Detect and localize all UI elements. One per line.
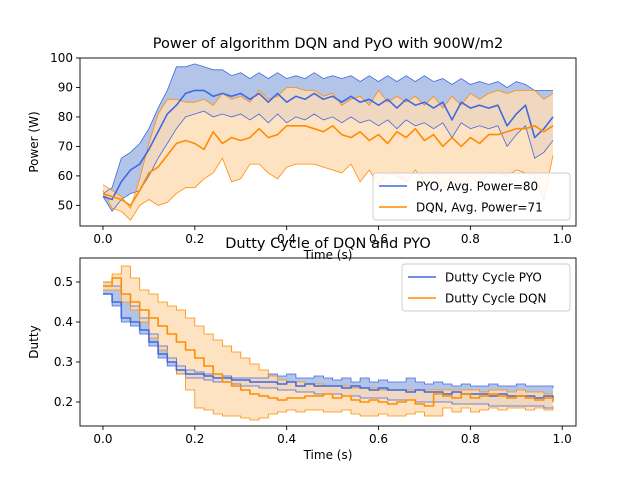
confidence-band-2 xyxy=(103,87,553,221)
band-upper-edge-1 xyxy=(102,63,553,194)
y-tick-label: 0.5 xyxy=(54,275,73,289)
chart-panel-1: 0.0 0.2 0.4 0.6 0.8 1.0 50 60 70 80 90 100 Time (s) P… xyxy=(27,36,577,262)
confidence-band-1 xyxy=(103,63,553,212)
series-line-2 xyxy=(103,277,554,407)
y-tick-label: 0.4 xyxy=(54,315,73,329)
x-tick-label: 1.0 xyxy=(553,432,572,446)
x-tick-label: 0.0 xyxy=(93,432,112,446)
y-tick-label: 70 xyxy=(58,139,73,153)
series-line-1 xyxy=(103,293,554,399)
x-tick-label: 0.4 xyxy=(277,432,296,446)
y-tick-label: 0.2 xyxy=(54,395,73,409)
legend: PYO, Avg. Power=80 DQN, Avg. Power=71 xyxy=(372,172,571,221)
y-axis-label: Power (W) xyxy=(27,111,41,172)
x-tick-label: 0.2 xyxy=(185,432,204,446)
series-line-2 xyxy=(102,125,554,207)
y-tick-label: 60 xyxy=(58,169,73,183)
x-axis-label: Time (s) xyxy=(303,248,353,262)
confidence-band-2 xyxy=(103,266,553,420)
y-tick-label: 0.3 xyxy=(54,355,73,369)
legend-entry-2: DQN, Avg. Power=71 xyxy=(416,201,543,215)
band-lower-edge-2 xyxy=(103,289,554,421)
band-upper-edge-2 xyxy=(102,87,554,210)
band-upper-edge-1 xyxy=(103,281,554,388)
chart-title: Power of algorithm DQN and PyO with 900W… xyxy=(153,36,504,52)
x-tick-label: 0.6 xyxy=(369,432,388,446)
y-tick-label: 50 xyxy=(58,198,73,212)
series-line-1 xyxy=(102,89,554,201)
band-lower-edge-1 xyxy=(102,110,554,213)
x-tick-label: 1.0 xyxy=(553,232,572,246)
x-tick-label: 0.0 xyxy=(93,232,112,246)
chart-title: Dutty Cycle of DQN and PYO xyxy=(225,236,431,252)
legend-box xyxy=(372,172,571,221)
x-tick-label: 0.2 xyxy=(185,232,204,246)
legend-entry-1: Dutty Cycle PYO xyxy=(445,271,542,285)
y-tick-label: 100 xyxy=(50,51,73,65)
y-axis-label: Dutty xyxy=(27,325,41,358)
axes-frame xyxy=(79,257,577,427)
legend: Dutty Cycle PYO Dutty Cycle DQN xyxy=(401,263,571,312)
x-axis-label: Time (s) xyxy=(303,448,353,462)
axes-frame xyxy=(79,57,577,227)
y-tick-label: 80 xyxy=(58,110,73,124)
legend-box xyxy=(401,263,571,312)
x-tick-label: 0.4 xyxy=(277,232,296,246)
legend-entry-2: Dutty Cycle DQN xyxy=(445,292,546,306)
x-tick-label: 0.8 xyxy=(461,432,480,446)
legend-entry-1: PYO, Avg. Power=80 xyxy=(416,180,538,194)
x-tick-label: 0.6 xyxy=(369,232,388,246)
x-tick-label: 0.8 xyxy=(461,232,480,246)
band-lower-edge-1 xyxy=(103,293,553,409)
y-tick-label: 90 xyxy=(58,80,73,94)
band-upper-edge-2 xyxy=(103,265,553,395)
